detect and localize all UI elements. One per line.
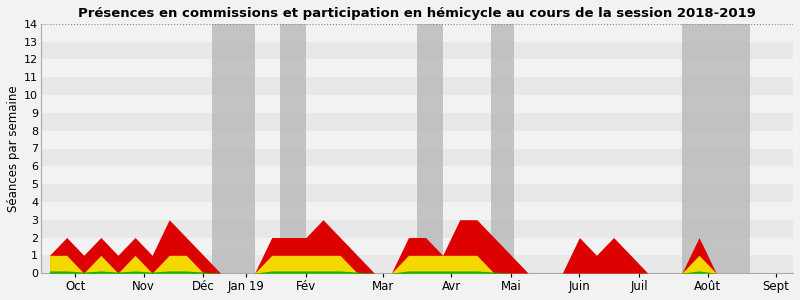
Bar (41, 202, 793, 220)
Bar (41, 131, 793, 148)
Bar (490, 24, 514, 273)
Bar (212, 24, 254, 273)
Title: Présences en commissions et participation en hémicycle au cours de la session 20: Présences en commissions et participatio… (78, 7, 756, 20)
Bar (41, 113, 793, 131)
Bar (41, 220, 793, 238)
Bar (41, 24, 793, 42)
Bar (682, 24, 750, 273)
Bar (41, 166, 793, 184)
Bar (41, 42, 793, 59)
Y-axis label: Séances par semaine: Séances par semaine (7, 85, 20, 212)
Bar (41, 238, 793, 255)
Bar (41, 95, 793, 113)
Bar (41, 148, 793, 166)
Bar (280, 24, 306, 273)
Bar (417, 24, 442, 273)
Bar (41, 184, 793, 202)
Bar (41, 255, 793, 273)
Bar (41, 77, 793, 95)
Bar (41, 59, 793, 77)
